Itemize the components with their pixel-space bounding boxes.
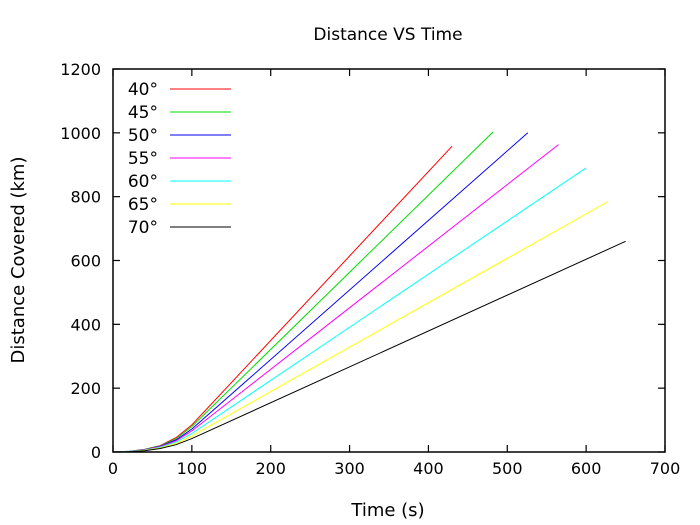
x-tick-label: 100 — [177, 459, 208, 478]
y-axis-label: Distance Covered (km) — [8, 157, 29, 364]
x-axis-label: Time (s) — [350, 500, 424, 521]
y-tick-label: 800 — [70, 188, 101, 207]
x-tick-label: 300 — [334, 459, 365, 478]
x-tick-label: 700 — [650, 459, 681, 478]
series-line — [112, 167, 587, 453]
legend-label: 45° — [128, 103, 158, 123]
legend-label: 50° — [128, 126, 158, 146]
y-tick-label: 1000 — [60, 124, 101, 143]
plot-frame — [112, 68, 666, 453]
y-tick-label: 600 — [70, 252, 101, 271]
y-tick-label: 200 — [70, 379, 101, 398]
y-tick-label: 0 — [91, 443, 101, 462]
chart-title: Distance VS Time — [313, 25, 462, 45]
series-line — [112, 145, 453, 453]
series-line — [112, 201, 609, 453]
series-line — [112, 144, 559, 453]
x-tick-label: 500 — [492, 459, 523, 478]
legend-label: 60° — [128, 172, 158, 192]
series-line — [112, 131, 494, 453]
x-tick-label: 400 — [413, 459, 444, 478]
x-tick-label: 200 — [255, 459, 286, 478]
legend-label: 55° — [128, 149, 158, 169]
legend-label: 70° — [128, 218, 158, 238]
y-tick-label: 400 — [70, 315, 101, 334]
y-tick-label: 1200 — [60, 60, 101, 79]
legend-label: 65° — [128, 195, 158, 215]
axis-ticks: 0 100 200 300 400 500 600 700 0 200 400 600 800 1000 1… — [60, 60, 680, 478]
x-tick-label: 600 — [571, 459, 602, 478]
x-tick-label: 0 — [108, 459, 118, 478]
legend: 40° 45° 50° 55° 60° 65° 70° — [128, 80, 231, 238]
series-group — [112, 131, 626, 453]
legend-label: 40° — [128, 80, 158, 100]
